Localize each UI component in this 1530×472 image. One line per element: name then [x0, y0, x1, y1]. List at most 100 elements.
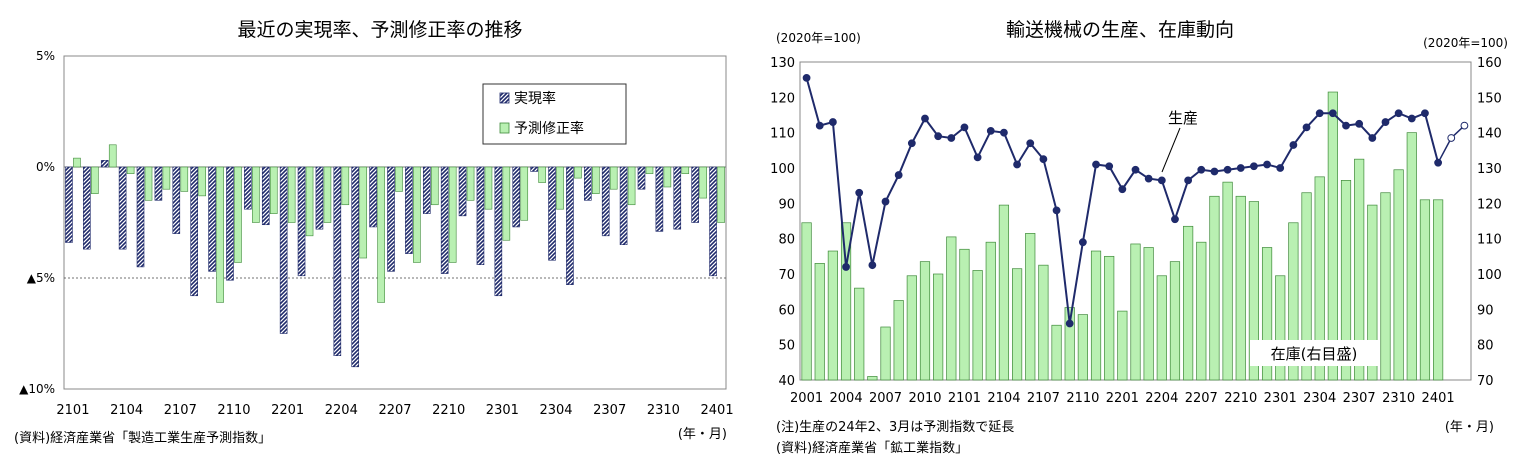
revision-rate-bar [574, 166, 582, 179]
actual-rate-bar [226, 166, 234, 281]
right-right-y-tick-label: 140 [1477, 127, 1502, 142]
left-x-tick-label: 2207 [378, 403, 411, 418]
production-point [1276, 164, 1285, 172]
right-x-tick-label: 2101 [948, 391, 981, 406]
actual-rate-bar [261, 166, 270, 226]
actual-rate-bar [279, 166, 288, 334]
right-x-tick-label: 2107 [1027, 391, 1060, 406]
production-point [815, 121, 824, 130]
production-point [1118, 185, 1127, 194]
right-left-y-tick-labels: 40 50 60 70 80 90 100 110 120 130 [770, 56, 795, 389]
left-y-tick-label: ▲5% [27, 271, 55, 285]
production-point [1171, 215, 1179, 224]
production-line-label: 生産 [1168, 109, 1198, 127]
inventory-bar [1025, 233, 1036, 381]
production-point [1236, 164, 1245, 172]
left-bars [65, 144, 725, 368]
right-right-y-tick-label: 160 [1477, 56, 1502, 71]
production-point [1394, 109, 1403, 118]
right-right-y-tick-label: 70 [1477, 374, 1494, 389]
inventory-bar [1012, 268, 1023, 381]
inventory-bar [1090, 250, 1102, 381]
actual-rate-bar [530, 166, 538, 172]
revision-rate-bar [556, 166, 564, 210]
left-x-tick-labels: 2101 2104 2107 2110 2201 2204 2207 2210 2301 2304… [56, 403, 733, 418]
inventory-bar [1327, 91, 1338, 381]
inventory-bar [1064, 307, 1075, 381]
production-point [1039, 155, 1048, 164]
revision-rate-bar [377, 166, 385, 303]
inventory-bar [1314, 176, 1325, 381]
right-left-y-tick-label: 100 [770, 162, 795, 177]
right-left-y-tick-label: 50 [778, 339, 795, 354]
revision-rate-bar [717, 166, 725, 223]
inventory-bar [1104, 255, 1115, 381]
actual-rate-bar [494, 166, 503, 297]
left-x-tick-label: 2110 [217, 403, 250, 418]
left-y-tick-label: 5% [36, 49, 55, 63]
production-point [1000, 128, 1008, 137]
right-left-y-tick-label: 110 [770, 127, 795, 142]
left-x-tick-label: 2307 [593, 403, 626, 418]
right-x-tick-label: 2104 [987, 391, 1020, 406]
inventory-bar [827, 250, 838, 381]
inventory-bar [1248, 201, 1259, 381]
inventory-bar [1222, 181, 1233, 381]
left-legend: 実現率 予測修正率 [482, 83, 627, 145]
revision-rate-bar [502, 166, 511, 241]
revision-rate-bar [73, 157, 81, 168]
revision-rate-bar [305, 166, 314, 237]
right-x-tick-label: 2401 [1422, 391, 1455, 406]
actual-rate-bar [315, 166, 324, 230]
right-x-tick-label: 2110 [1066, 391, 1099, 406]
inventory-bar [1340, 180, 1352, 381]
left-x-tick-label: 2401 [701, 403, 734, 418]
revision-rate-bar [681, 166, 690, 174]
revision-rate-bar [520, 166, 529, 221]
production-point [1210, 167, 1219, 176]
inventory-bar [893, 300, 904, 381]
legend-label-revision: 予測修正率 [514, 120, 584, 137]
inventory-bar [1183, 225, 1194, 381]
right-chart-title: 輸送機械の生産、在庫動向 [1006, 19, 1234, 41]
revision-rate-bar [91, 166, 99, 194]
production-point [1355, 119, 1364, 128]
actual-rate-bar [476, 166, 485, 265]
revision-rate-bar [699, 166, 707, 199]
actual-rate-bar [512, 166, 521, 228]
right-x-tick-label: 2201 [1106, 391, 1139, 406]
inventory-bar [1301, 192, 1312, 381]
production-point [828, 118, 837, 126]
inventory-bar [933, 273, 944, 381]
left-y-tick-label: ▲10% [19, 382, 55, 396]
revision-rate-bar [126, 166, 135, 174]
right-x-tick-label: 2204 [1145, 391, 1178, 406]
actual-rate-bar [422, 166, 431, 214]
actual-rate-bar [297, 166, 306, 277]
inventory-bar [1288, 222, 1299, 381]
inventory-bar [1130, 243, 1141, 381]
production-point [1105, 162, 1114, 171]
right-note: (注)生産の24年2、3月は予測指数で延長 [776, 419, 1014, 435]
production-point [1065, 319, 1074, 328]
right-production-line [802, 74, 1469, 328]
inventory-bar [1354, 158, 1365, 381]
actual-rate-bar [601, 166, 610, 237]
left-x-tick-label: 2210 [432, 403, 465, 418]
right-right-axis-unit: (2020年=100) [1423, 36, 1508, 50]
production-point [1144, 174, 1153, 183]
inventory-bar [1419, 199, 1431, 381]
revision-rate-bar [484, 166, 493, 210]
revision-rate-bar [198, 166, 206, 197]
right-left-y-tick-label: 40 [778, 374, 795, 389]
production-point [1052, 206, 1061, 215]
inventory-bar [1077, 314, 1088, 381]
right-left-y-tick-label: 120 [770, 91, 795, 106]
right-left-y-tick-label: 70 [778, 268, 795, 283]
production-point [907, 139, 916, 148]
right-right-y-tick-labels: 70 80 90 100 110 120 130 140 150 160 [1477, 56, 1502, 389]
actual-rate-bar [333, 166, 342, 356]
production-point [1407, 114, 1416, 123]
inventory-bar [1380, 192, 1391, 381]
right-right-y-tick-label: 80 [1477, 339, 1494, 354]
